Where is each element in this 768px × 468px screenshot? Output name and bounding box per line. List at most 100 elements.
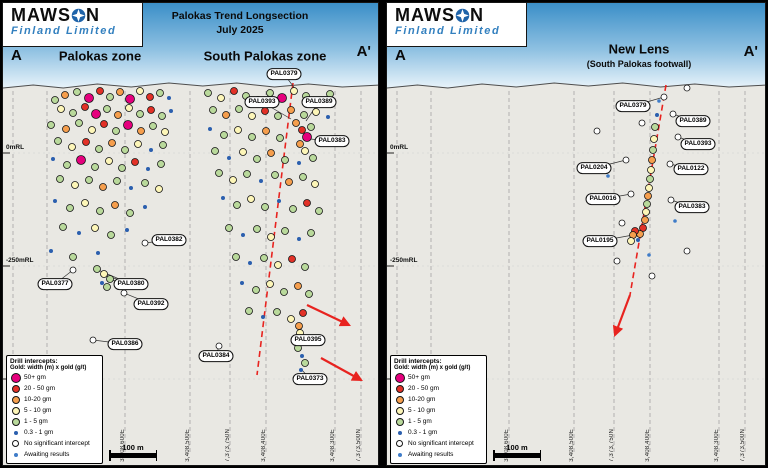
zone-title: New Lens	[608, 41, 670, 57]
drill-intercept-dot-g03	[149, 148, 153, 152]
drill-intercept-dot-g5	[71, 181, 79, 189]
figure-title-line2: July 2025	[216, 24, 264, 37]
drill-intercept-dot-nsi	[667, 196, 675, 204]
legend-item: 20 - 50 gm	[394, 383, 483, 394]
legend-item: 1 - 5 gm	[394, 416, 483, 427]
drill-intercept-dot-g20	[131, 158, 139, 166]
drill-intercept-dot-g1	[69, 253, 77, 261]
drill-intercept-dot-g5	[217, 94, 225, 102]
drill-intercept-dot-g1	[56, 175, 64, 183]
drill-intercept-dot-g1	[136, 110, 144, 118]
hole-label: PAL0195	[582, 235, 618, 247]
drill-intercept-dot-g5	[266, 280, 274, 288]
mawson-logo-brand: MAWS N	[395, 6, 526, 24]
zone-title: Palokas zone	[58, 48, 142, 64]
drill-intercept-dot-g5	[239, 148, 247, 156]
drill-intercept-dot-g1	[300, 111, 308, 119]
figure-title-line1: Palokas Trend Longsection	[171, 10, 309, 22]
drill-intercept-dot-g1	[643, 200, 651, 208]
drill-intercept-dot-nsi	[669, 110, 677, 118]
legend-symbol-g1	[10, 417, 21, 426]
drill-intercept-dot-g1	[305, 290, 313, 298]
drill-intercept-dot-g1	[69, 109, 77, 117]
drill-intercept-dot-g5	[301, 147, 309, 155]
legend-item: No significant intercept	[10, 438, 99, 449]
drill-intercept-dot-g03	[100, 281, 104, 285]
drill-intercept-dot-g1	[47, 121, 55, 129]
scale-bar: 100 m	[493, 443, 541, 461]
drill-intercept-dot-g5	[125, 104, 133, 112]
drill-intercept-dot-g1	[95, 145, 103, 153]
drill-intercept-dot-g1	[248, 133, 256, 141]
drill-intercept-dot-g03	[169, 109, 173, 113]
drill-intercept-dot-g1	[232, 253, 240, 261]
drill-intercept-dot-g1	[252, 286, 260, 294]
drill-intercept-dot-g1	[51, 96, 59, 104]
drill-intercept-dot-g1	[91, 163, 99, 171]
legend-item-label: Awaiting results	[24, 451, 70, 458]
drill-intercept-dot-nsi	[215, 342, 223, 350]
legend-item: 50+ gm	[394, 372, 483, 383]
drill-intercept-dot-g1	[103, 283, 111, 291]
drill-intercept-dot-g50	[91, 109, 101, 119]
drill-intercept-dot-g03	[53, 199, 57, 203]
scale-bar-line	[109, 450, 157, 461]
hole-label: PAL0393	[244, 96, 280, 108]
hole-label: PAL0383	[674, 201, 710, 213]
legend-item-label: 5 - 10 gm	[408, 407, 436, 414]
legend-item-label: 5 - 10 gm	[24, 407, 52, 414]
drill-intercept-dot-g20	[303, 199, 311, 207]
legend-item: 10-20 gm	[394, 394, 483, 405]
drill-intercept-dot-nsi	[622, 156, 630, 164]
drill-intercept-dot-g1	[157, 160, 165, 168]
drill-intercept-dot-g1	[73, 88, 81, 96]
legend-item: 1 - 5 gm	[10, 416, 99, 427]
drill-intercept-dot-g5	[647, 166, 655, 174]
hole-label: PAL0384	[198, 350, 234, 362]
legend-item-label: 20 - 50 gm	[408, 385, 440, 392]
drill-intercept-dot-g5	[642, 208, 650, 216]
drill-intercept-dot-g1	[260, 254, 268, 262]
hole-label: PAL0373	[292, 373, 328, 385]
drill-intercept-dot-g03	[227, 156, 231, 160]
drill-intercept-dot-g03	[300, 354, 304, 358]
drill-intercept-dot-g1	[211, 147, 219, 155]
drill-intercept-dot-g1	[141, 179, 149, 187]
drill-intercept-dot-g10	[262, 127, 270, 135]
drill-intercept-dot-g03	[248, 261, 252, 265]
hole-label: PAL0377	[37, 278, 73, 290]
drill-intercept-dot-nsi	[648, 272, 656, 280]
legend-title: Drill intercepts:	[394, 358, 442, 365]
compass-star-icon	[71, 8, 86, 23]
hole-label: PAL0016	[585, 193, 621, 205]
zone-title: (South Palokas footwall)	[586, 59, 692, 69]
drill-intercept-dot-g1	[307, 229, 315, 237]
drill-intercept-dot-g1	[85, 176, 93, 184]
panel-left-longsection: MAWS N Finland Limited Palokas Trend Long…	[2, 2, 379, 466]
legend-item: No significant intercept	[394, 438, 483, 449]
drill-intercept-dot-nsi	[69, 266, 77, 274]
drill-intercept-dot-g1	[112, 127, 120, 135]
drill-intercept-dot-g5	[229, 176, 237, 184]
figure-title: Palokas Trend Longsection July 2025	[145, 9, 335, 37]
drill-intercept-dot-g1	[96, 207, 104, 215]
elevation-label: 0mRL	[5, 144, 26, 151]
drill-intercept-dot-g5	[91, 224, 99, 232]
legend-item-label: 0.3 - 1 gm	[24, 429, 54, 436]
legend-title: Drill intercepts:	[10, 358, 58, 365]
section-marker-a: A	[11, 47, 22, 64]
legend-symbol-g20	[10, 384, 21, 393]
hole-label: PAL0122	[673, 163, 709, 175]
drill-intercept-dot-g10	[641, 216, 649, 224]
legend-symbol-g5	[394, 406, 405, 415]
drill-intercept-dot-g1	[646, 175, 654, 183]
panel-right-new-lens: MAWS N Finland Limited A A' Drill interce…	[386, 2, 766, 466]
drill-intercept-dot-g5	[136, 87, 144, 95]
drill-intercept-dot-g1	[274, 112, 282, 120]
drill-intercept-dot-g1	[93, 265, 101, 273]
drill-intercept-dot-g5	[234, 126, 242, 134]
drill-intercept-dot-g10	[648, 156, 656, 164]
elevation-label: -250mRL	[5, 257, 35, 264]
drill-intercept-dot-g03	[240, 281, 244, 285]
